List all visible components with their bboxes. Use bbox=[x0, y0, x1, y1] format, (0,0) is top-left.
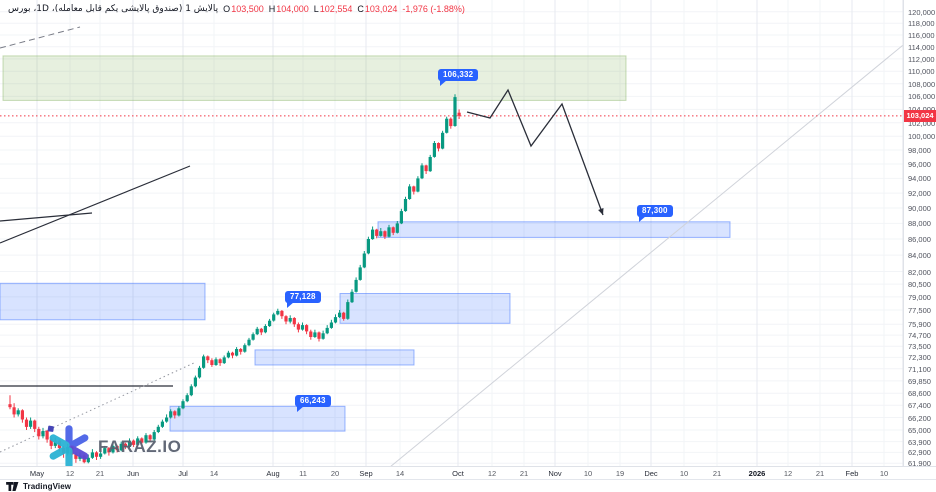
price-axis-label: 77,500 bbox=[908, 306, 931, 316]
supply-demand-zones[interactable] bbox=[0, 55, 731, 432]
arrowhead-icon bbox=[598, 208, 604, 215]
candlestick-chart-canvas[interactable] bbox=[0, 0, 936, 466]
ohlc-high: H104,000 bbox=[268, 4, 309, 14]
time-axis-label: 21 bbox=[815, 469, 825, 478]
price-axis-label: 118,000 bbox=[908, 19, 935, 29]
tradingview-logo-icon[interactable] bbox=[6, 482, 19, 491]
price-axis-label: 69,850 bbox=[908, 376, 931, 386]
time-axis-label: Oct bbox=[452, 469, 464, 478]
time-axis-label: 19 bbox=[615, 469, 625, 478]
time-axis-label: 21 bbox=[95, 469, 105, 478]
watermark-text: FARAZ.IO bbox=[98, 437, 182, 456]
current-price-tag: 103,024 bbox=[904, 109, 936, 122]
time-axis-label: May bbox=[29, 469, 45, 478]
price-axis-label: 116,000 bbox=[908, 30, 935, 40]
price-axis-label: 92,000 bbox=[908, 189, 931, 199]
price-level-tag[interactable]: 87,300 bbox=[637, 205, 673, 222]
time-axis-label: Aug bbox=[266, 469, 280, 478]
price-axis-label: 61,900 bbox=[908, 459, 931, 469]
time-axis-label: Jun bbox=[126, 469, 140, 478]
price-axis-label: 90,000 bbox=[908, 204, 931, 214]
time-axis-label: 2026 bbox=[748, 469, 766, 478]
price-axis-label: 100,000 bbox=[908, 132, 936, 142]
watermark: FARAZ.IO bbox=[46, 424, 181, 470]
faraz-logo-icon bbox=[47, 425, 89, 469]
time-axis-label: 14 bbox=[395, 469, 405, 478]
attribution-bar: TradingView bbox=[0, 479, 936, 492]
price-axis-label: 110,000 bbox=[908, 67, 935, 77]
time-axis-label: 10 bbox=[679, 469, 689, 478]
time-axis-label: 12 bbox=[65, 469, 75, 478]
price-axis-label: 79,000 bbox=[908, 292, 931, 302]
time-axis-label: 20 bbox=[330, 469, 340, 478]
time-axis-label: 11 bbox=[299, 469, 307, 478]
price-axis-label: 88,000 bbox=[908, 219, 931, 229]
price-axis-label: 74,700 bbox=[908, 331, 931, 341]
time-axis-label: Nov bbox=[548, 469, 562, 478]
time-axis-label: 10 bbox=[583, 469, 593, 478]
change-value: -1,976 (-1.88%) bbox=[402, 4, 465, 14]
price-axis-label: 65,000 bbox=[908, 425, 931, 435]
price-axis-label: 106,000 bbox=[908, 92, 936, 102]
time-axis-label: 10 bbox=[879, 469, 889, 478]
price-axis-label: 75,900 bbox=[908, 320, 931, 330]
price-axis-label: 98,000 bbox=[908, 145, 931, 155]
symbol-header: پالایش 1 (صندوق پالایشی یکم قابل معامله)… bbox=[8, 3, 465, 15]
time-axis-label: Feb bbox=[845, 469, 859, 478]
attribution-text[interactable]: TradingView bbox=[23, 482, 72, 491]
price-axis-label: 82,000 bbox=[908, 267, 931, 277]
price-level-tag[interactable]: 66,243 bbox=[295, 395, 331, 412]
time-axis-label: 21 bbox=[712, 469, 722, 478]
time-axis-label: 14 bbox=[209, 469, 219, 478]
time-axis-label: 12 bbox=[487, 469, 497, 478]
price-axis-label: 72,300 bbox=[908, 353, 931, 363]
trendlines[interactable] bbox=[0, 17, 936, 466]
price-axis-label: 80,500 bbox=[908, 280, 931, 290]
grid bbox=[0, 0, 903, 466]
price-axis[interactable]: 120,000 118,000 116,000 114,000 112,000 110,0… bbox=[903, 0, 936, 469]
price-level-tag[interactable]: 106,332 bbox=[438, 69, 479, 86]
price-axis-label: 63,900 bbox=[908, 437, 931, 447]
projection-path[interactable] bbox=[466, 88, 604, 216]
price-axis-label: 68,600 bbox=[908, 389, 931, 399]
time-axis-label: Jul bbox=[178, 469, 188, 478]
candles bbox=[8, 94, 461, 464]
time-axis-label: 12 bbox=[783, 469, 793, 478]
price-axis-label: 94,000 bbox=[908, 174, 931, 184]
price-axis-label: 120,000 bbox=[908, 7, 936, 17]
price-axis-label: 62,900 bbox=[908, 448, 931, 458]
price-axis-label: 102,000 bbox=[908, 118, 936, 128]
price-axis-label: 73,500 bbox=[908, 342, 931, 352]
price-axis-label: 108,000 bbox=[908, 79, 936, 89]
ohlc-open: O103,500 bbox=[223, 4, 264, 14]
price-level-tag[interactable]: 77,128 bbox=[285, 291, 321, 308]
time-axis-label: 21 bbox=[519, 469, 529, 478]
time-axis-label: Dec bbox=[644, 469, 658, 478]
symbol-title[interactable]: پالایش 1 (صندوق پالایشی یکم قابل معامله)… bbox=[8, 4, 219, 14]
price-axis-label: 114,000 bbox=[908, 42, 935, 52]
price-axis-label: 66,200 bbox=[908, 413, 931, 423]
price-axis-label: 67,400 bbox=[908, 401, 931, 411]
price-axis-label: 86,000 bbox=[908, 235, 931, 245]
ohlc-close: C103,024 bbox=[357, 4, 398, 14]
ohlc-low: L102,554 bbox=[313, 4, 353, 14]
price-axis-label: 84,000 bbox=[908, 251, 931, 261]
time-axis[interactable]: May 12 21 Jun Jul 14 Aug 11 20 Sep 14 Oct 12 21 Nov 10 1… bbox=[0, 466, 936, 480]
price-axis-label: 112,000 bbox=[908, 54, 935, 64]
time-axis-label: Sep bbox=[359, 469, 373, 478]
price-axis-label: 96,000 bbox=[908, 160, 931, 170]
price-axis-label: 71,100 bbox=[908, 364, 931, 374]
